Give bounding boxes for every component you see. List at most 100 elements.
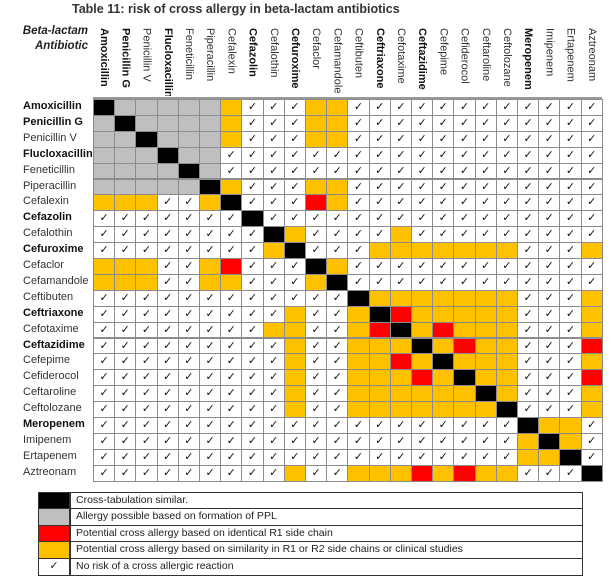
check-icon: ✓ bbox=[141, 228, 152, 241]
check-icon: ✓ bbox=[99, 387, 109, 400]
cell-same bbox=[114, 114, 137, 132]
cell-no-risk: ✓ bbox=[432, 417, 455, 434]
cell-no-risk: ✓ bbox=[538, 114, 561, 132]
check-icon: ✓ bbox=[481, 116, 491, 129]
check-icon: ✓ bbox=[184, 371, 194, 384]
cell-no-risk: ✓ bbox=[305, 305, 328, 323]
cell-no-risk: ✓ bbox=[93, 464, 116, 482]
row-header: Cefazolin bbox=[23, 211, 72, 224]
cell-no-risk: ✓ bbox=[559, 273, 582, 291]
check-icon: ✓ bbox=[544, 196, 554, 209]
cell-no-risk: ✓ bbox=[114, 321, 137, 339]
check-icon: ✓ bbox=[247, 466, 258, 479]
check-icon: ✓ bbox=[205, 466, 215, 479]
cell-ppl bbox=[156, 99, 179, 116]
check-icon: ✓ bbox=[332, 291, 342, 304]
check-icon: ✓ bbox=[332, 419, 342, 431]
cell-similar-side-chain bbox=[220, 273, 243, 291]
check-icon: ✓ bbox=[417, 228, 427, 241]
cell-similar-side-chain bbox=[347, 305, 370, 323]
cell-no-risk: ✓ bbox=[517, 337, 540, 355]
cell-no-risk: ✓ bbox=[389, 258, 412, 275]
cell-no-risk: ✓ bbox=[517, 162, 540, 180]
check-icon: ✓ bbox=[290, 450, 300, 463]
cell-no-risk: ✓ bbox=[368, 210, 391, 228]
check-icon: ✓ bbox=[459, 196, 470, 209]
check-icon: ✓ bbox=[311, 434, 321, 447]
cell-no-risk: ✓ bbox=[559, 464, 582, 482]
check-icon: ✓ bbox=[290, 275, 300, 288]
check-icon: ✓ bbox=[523, 180, 533, 193]
check-icon: ✓ bbox=[205, 212, 215, 225]
check-icon: ✓ bbox=[396, 196, 406, 209]
check-icon: ✓ bbox=[163, 260, 173, 272]
cell-no-risk: ✓ bbox=[474, 432, 497, 450]
cell-no-risk: ✓ bbox=[517, 464, 540, 482]
cell-no-risk: ✓ bbox=[559, 178, 582, 196]
cell-no-risk: ✓ bbox=[474, 194, 497, 212]
check-icon: ✓ bbox=[438, 180, 448, 193]
check-icon: ✓ bbox=[163, 244, 173, 257]
cell-no-risk: ✓ bbox=[474, 273, 497, 291]
cell-no-risk: ✓ bbox=[432, 130, 455, 148]
cell-no-risk: ✓ bbox=[538, 194, 561, 212]
cell-same bbox=[411, 337, 434, 355]
cell-similar-side-chain bbox=[93, 194, 116, 212]
corner-label-line-2: Antibiotic bbox=[34, 40, 88, 52]
cell-no-risk: ✓ bbox=[326, 432, 349, 450]
cell-no-risk: ✓ bbox=[305, 448, 328, 466]
check-icon: ✓ bbox=[502, 212, 512, 225]
cell-no-risk: ✓ bbox=[411, 130, 434, 148]
cell-similar-side-chain bbox=[305, 273, 328, 291]
check-icon: ✓ bbox=[226, 387, 236, 400]
cell-no-risk: ✓ bbox=[177, 242, 200, 259]
check-icon: ✓ bbox=[99, 228, 109, 241]
check-icon: ✓ bbox=[332, 371, 342, 384]
cell-no-risk: ✓ bbox=[114, 337, 137, 355]
cell-no-risk: ✓ bbox=[177, 289, 200, 307]
cell-no-risk: ✓ bbox=[368, 448, 391, 466]
cell-identical-r1 bbox=[580, 369, 603, 387]
cell-no-risk: ✓ bbox=[453, 432, 476, 450]
check-icon: ✓ bbox=[587, 450, 597, 463]
cell-no-risk: ✓ bbox=[453, 210, 476, 228]
check-icon: ✓ bbox=[163, 275, 173, 288]
cell-no-risk: ✓ bbox=[559, 210, 582, 228]
cell-no-risk: ✓ bbox=[474, 99, 497, 116]
cell-similar-side-chain bbox=[326, 178, 349, 196]
cell-no-risk: ✓ bbox=[305, 432, 328, 450]
cell-no-risk: ✓ bbox=[580, 417, 603, 434]
check-icon: ✓ bbox=[353, 244, 364, 257]
cell-similar-side-chain bbox=[495, 353, 518, 371]
legend-swatch bbox=[39, 542, 71, 558]
cell-no-risk: ✓ bbox=[135, 369, 158, 387]
cell-no-risk: ✓ bbox=[283, 210, 306, 228]
cell-no-risk: ✓ bbox=[580, 226, 603, 244]
cell-no-risk: ✓ bbox=[262, 146, 285, 164]
cell-ppl bbox=[114, 99, 137, 116]
cell-no-risk: ✓ bbox=[474, 210, 497, 228]
cell-similar-side-chain bbox=[220, 114, 243, 132]
cell-no-risk: ✓ bbox=[495, 210, 518, 228]
cell-identical-r1 bbox=[220, 258, 243, 275]
cell-no-risk: ✓ bbox=[177, 337, 200, 355]
cell-no-risk: ✓ bbox=[347, 226, 370, 244]
check-icon: ✓ bbox=[247, 116, 258, 129]
cell-no-risk: ✓ bbox=[517, 305, 540, 323]
column-header: Aztreonam bbox=[585, 28, 598, 82]
check-icon: ✓ bbox=[544, 371, 554, 384]
cell-no-risk: ✓ bbox=[326, 146, 349, 164]
check-icon: ✓ bbox=[163, 196, 173, 209]
check-icon: ✓ bbox=[141, 371, 152, 384]
cell-no-risk: ✓ bbox=[538, 353, 561, 371]
cell-no-risk: ✓ bbox=[135, 464, 158, 482]
check-icon: ✓ bbox=[502, 101, 512, 113]
check-icon: ✓ bbox=[459, 180, 470, 193]
cell-ppl bbox=[93, 162, 116, 180]
cell-no-risk: ✓ bbox=[559, 289, 582, 307]
cell-no-risk: ✓ bbox=[432, 99, 455, 116]
check-icon: ✓ bbox=[269, 371, 279, 384]
cell-no-risk: ✓ bbox=[538, 146, 561, 164]
check-icon: ✓ bbox=[523, 371, 533, 384]
cell-no-risk: ✓ bbox=[326, 242, 349, 259]
